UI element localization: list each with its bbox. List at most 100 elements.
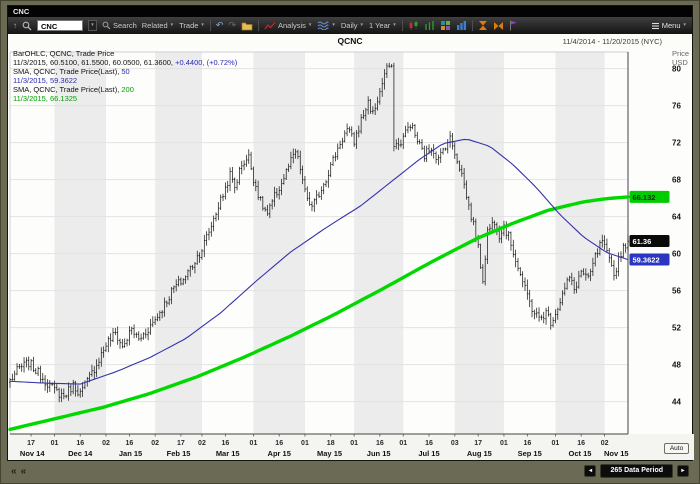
redo-icon: ↷ — [228, 20, 236, 30]
period-forward-button[interactable]: ► — [677, 465, 689, 477]
up-arrow-icon: ↑ — [13, 20, 17, 30]
period-menu-button[interactable]: Daily ▼ — [341, 21, 364, 30]
svg-text:Mar 15: Mar 15 — [216, 449, 240, 458]
menu-label: Menu — [661, 21, 681, 30]
caret-down-icon: ▼ — [392, 22, 397, 28]
columns-chart-button[interactable] — [456, 20, 467, 31]
toolbar-divider — [401, 20, 403, 31]
svg-text:16: 16 — [425, 440, 433, 447]
svg-text:76: 76 — [672, 102, 681, 111]
svg-text:18: 18 — [327, 440, 335, 447]
svg-text:56: 56 — [672, 287, 681, 296]
svg-text:May 15: May 15 — [317, 449, 342, 458]
legend-sma50-value: 11/3/2015, 59.3622 — [13, 76, 78, 85]
svg-text:Jan 15: Jan 15 — [119, 449, 142, 458]
svg-text:Nov 15: Nov 15 — [604, 449, 629, 458]
svg-text:Feb 15: Feb 15 — [167, 449, 191, 458]
svg-text:16: 16 — [76, 440, 84, 447]
open-folder-button[interactable] — [241, 21, 253, 31]
svg-text:17: 17 — [474, 440, 482, 447]
flag-icon — [509, 20, 518, 31]
caret-down-icon: ▼ — [682, 22, 687, 28]
legend-sma200-value: 11/3/2015, 66.1325 — [13, 94, 78, 103]
range-label: 1 Year — [369, 21, 391, 30]
bowtie-tool-button[interactable] — [493, 21, 504, 31]
svg-text:16: 16 — [275, 440, 283, 447]
chart-area: 80 76 72 68 64 60 56 52 48 44 Price USD 17 01 16 02 16 02… — [8, 48, 694, 460]
folder-icon — [241, 21, 253, 31]
svg-text:17: 17 — [177, 440, 185, 447]
trade-menu-button[interactable]: Trade ▼ — [179, 21, 205, 30]
analysis-label: Analysis — [277, 21, 306, 30]
svg-text:USD: USD — [672, 58, 688, 67]
svg-text:66.132: 66.132 — [633, 193, 656, 202]
related-menu-button[interactable]: Related ▼ — [142, 21, 174, 30]
svg-text:Sep 15: Sep 15 — [518, 449, 542, 458]
svg-text:01: 01 — [399, 440, 407, 447]
undo-button[interactable]: ↶ — [216, 21, 224, 30]
redo-button[interactable]: ↷ — [228, 21, 236, 30]
svg-text:68: 68 — [672, 176, 681, 185]
scroll-left-fast-button[interactable]: « — [11, 465, 17, 477]
range-menu-button[interactable]: 1 Year ▼ — [369, 21, 397, 30]
chart-legend: BarOHLC, QCNC, Trade Price 11/3/2015, 60… — [13, 49, 237, 103]
up-arrow-button[interactable]: ↑ — [13, 20, 17, 30]
waves-icon — [317, 21, 329, 30]
daily-label: Daily — [340, 21, 358, 30]
svg-text:17: 17 — [27, 440, 35, 447]
toolbar-divider — [471, 20, 473, 31]
data-period-badge[interactable]: 265 Data Period — [600, 464, 673, 478]
hourglass-icon — [478, 20, 488, 31]
candlestick-icon — [408, 20, 419, 31]
magnifier-icon — [22, 21, 32, 31]
overlays-menu-button[interactable]: ▼ — [317, 21, 336, 30]
grid-layout-button[interactable] — [440, 20, 451, 31]
caret-down-icon: ▼ — [200, 22, 205, 28]
svg-text:80: 80 — [672, 65, 681, 74]
svg-text:Oct 15: Oct 15 — [569, 449, 592, 458]
svg-text:01: 01 — [301, 440, 309, 447]
analysis-menu-button[interactable]: Analysis ▼ — [264, 21, 312, 31]
svg-text:Jul 15: Jul 15 — [418, 449, 439, 458]
bar-chart-button[interactable] — [424, 20, 435, 31]
related-label: Related — [141, 21, 168, 30]
svg-text:61.36: 61.36 — [633, 237, 652, 246]
svg-text:16: 16 — [523, 440, 531, 447]
columns-icon — [456, 20, 467, 31]
period-back-button[interactable]: ◄ — [584, 465, 597, 477]
svg-text:52: 52 — [672, 324, 681, 333]
trade-label: Trade — [179, 21, 199, 30]
svg-text:16: 16 — [577, 440, 585, 447]
svg-text:01: 01 — [51, 440, 59, 447]
svg-text:01: 01 — [500, 440, 508, 447]
svg-text:02: 02 — [601, 440, 609, 447]
candlestick-chart-button[interactable] — [408, 20, 419, 31]
svg-text:Aug 15: Aug 15 — [467, 449, 492, 458]
svg-text:02: 02 — [151, 440, 159, 447]
svg-text:44: 44 — [672, 398, 681, 407]
titlebar: CNC — [8, 6, 692, 17]
caret-down-icon: ▼ — [331, 22, 336, 28]
hamburger-icon — [651, 22, 660, 30]
svg-text:72: 72 — [672, 139, 681, 148]
svg-text:16: 16 — [221, 440, 229, 447]
flag-tool-button[interactable] — [509, 20, 518, 31]
svg-text:16: 16 — [125, 440, 133, 447]
svg-text:02: 02 — [102, 440, 110, 447]
scroll-left-button[interactable]: « — [20, 465, 27, 477]
chart-window: CNC ↑ CNC ▼ Search Related ▼ Trade ▼ ↶ ↷ A… — [7, 5, 694, 461]
search-button[interactable]: Search — [102, 21, 137, 30]
legend-sma200-title: SMA, QCNC, Trade Price(Last), 200 — [13, 85, 134, 94]
window-title: CNC — [13, 7, 30, 16]
svg-text:16: 16 — [376, 440, 384, 447]
svg-text:02: 02 — [198, 440, 206, 447]
chart-header: QCNC 11/4/2014 - 11/20/2015 (NYC) — [8, 34, 692, 48]
auto-scale-button[interactable]: Auto — [664, 443, 689, 454]
svg-text:03: 03 — [451, 440, 459, 447]
legend-bar-series-title: BarOHLC, QCNC, Trade Price — [13, 49, 115, 58]
symbol-dropdown-button[interactable]: ▼ — [88, 20, 97, 31]
symbol-input[interactable]: CNC — [37, 20, 83, 31]
menu-button[interactable]: Menu ▼ — [651, 21, 687, 30]
hourglass-tool-button[interactable] — [478, 20, 488, 31]
